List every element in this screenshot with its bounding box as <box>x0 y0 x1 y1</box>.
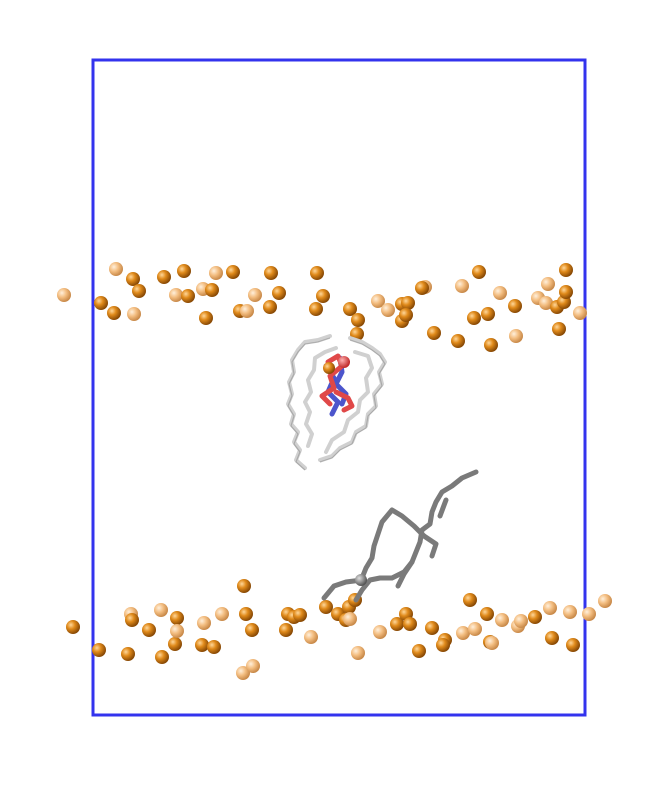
headgroup-sphere <box>205 283 219 297</box>
headgroup-sphere <box>125 613 139 627</box>
headgroup-sphere <box>559 263 573 277</box>
bound-ligand <box>319 353 355 417</box>
headgroup-sphere <box>390 617 404 631</box>
headgroup-sphere <box>245 623 259 637</box>
headgroup-sphere <box>455 279 469 293</box>
headgroup-sphere <box>343 302 357 316</box>
simulation-box <box>91 58 587 717</box>
headgroup-sphere <box>436 638 450 652</box>
headgroup-sphere <box>481 307 495 321</box>
headgroup-sphere <box>272 286 286 300</box>
headgroup-sphere <box>415 281 429 295</box>
headgroup-sphere <box>309 302 323 316</box>
headgroup-sphere <box>351 313 365 327</box>
gray-lipid-head <box>355 574 367 586</box>
headgroup-sphere <box>197 616 211 630</box>
upper-leaflet-headgroups <box>57 262 587 352</box>
headgroup-sphere <box>508 299 522 313</box>
white-lipid-shading <box>287 337 386 471</box>
headgroup-sphere <box>57 288 71 302</box>
headgroup-sphere <box>107 306 121 320</box>
gray-lipid <box>321 469 479 603</box>
headgroup-sphere <box>425 621 439 635</box>
headgroup-sphere <box>371 294 385 308</box>
headgroup-sphere <box>109 262 123 276</box>
headgroup-sphere <box>66 620 80 634</box>
headgroup-sphere <box>304 630 318 644</box>
headgroup-sphere <box>170 611 184 625</box>
headgroup-sphere <box>373 625 387 639</box>
headgroup-sphere <box>209 266 223 280</box>
headgroup-sphere <box>155 650 169 664</box>
headgroup-sphere <box>343 612 357 626</box>
headgroup-sphere <box>177 264 191 278</box>
headgroup-sphere <box>451 334 465 348</box>
headgroup-sphere <box>543 601 557 615</box>
headgroup-sphere <box>573 306 587 320</box>
headgroup-sphere <box>563 605 577 619</box>
headgroup-sphere <box>215 607 229 621</box>
headgroup-sphere <box>154 603 168 617</box>
headgroup-sphere <box>92 643 106 657</box>
headgroup-sphere <box>195 638 209 652</box>
headgroup-sphere <box>467 311 481 325</box>
headgroup-sphere <box>142 623 156 637</box>
headgroup-sphere <box>279 623 293 637</box>
headgroup-sphere <box>263 300 277 314</box>
headgroup-sphere <box>121 647 135 661</box>
headgroup-sphere <box>181 289 195 303</box>
headgroup-sphere <box>126 272 140 286</box>
lower-leaflet-headgroups <box>66 579 612 680</box>
headgroup-sphere <box>541 277 555 291</box>
headgroup-sphere <box>598 594 612 608</box>
headgroup-sphere <box>480 607 494 621</box>
headgroup-sphere <box>316 289 330 303</box>
headgroup-sphere <box>552 322 566 336</box>
headgroup-sphere <box>236 666 250 680</box>
headgroup-sphere <box>207 640 221 654</box>
headgroup-sphere <box>94 296 108 310</box>
headgroup-sphere <box>199 311 213 325</box>
headgroup-sphere <box>240 304 254 318</box>
headgroup-sphere <box>427 326 441 340</box>
headgroup-sphere <box>509 329 523 343</box>
headgroup-sphere <box>132 284 146 298</box>
headgroup-sphere <box>559 285 573 299</box>
headgroup-sphere <box>493 286 507 300</box>
headgroup-sphere <box>485 636 499 650</box>
headgroup-sphere <box>310 266 324 280</box>
headgroup-sphere <box>539 296 553 310</box>
headgroup-sphere <box>463 593 477 607</box>
headgroup-sphere <box>351 646 365 660</box>
headgroup-sphere <box>239 607 253 621</box>
headgroup-sphere <box>248 288 262 302</box>
headgroup-sphere <box>170 624 184 638</box>
headgroup-sphere <box>319 600 333 614</box>
headgroup-sphere <box>468 622 482 636</box>
headgroup-sphere <box>293 608 307 622</box>
headgroup-sphere <box>582 607 596 621</box>
headgroup-sphere <box>412 644 426 658</box>
headgroup-sphere <box>545 631 559 645</box>
headgroup-sphere <box>168 637 182 651</box>
headgroup-sphere <box>566 638 580 652</box>
headgroup-sphere <box>399 308 413 322</box>
headgroup-sphere <box>456 626 470 640</box>
headgroup-sphere <box>264 266 278 280</box>
headgroup-sphere <box>237 579 251 593</box>
headgroup-sphere <box>514 614 528 628</box>
headgroup-sphere <box>472 265 486 279</box>
headgroup-sphere <box>401 296 415 310</box>
headgroup-sphere <box>381 303 395 317</box>
headgroup-sphere <box>127 307 141 321</box>
headgroup-sphere <box>246 659 260 673</box>
headgroup-sphere <box>484 338 498 352</box>
headgroup-sphere <box>169 288 183 302</box>
headgroup-sphere <box>403 617 417 631</box>
headgroup-sphere <box>157 270 171 284</box>
headgroup-sphere <box>226 265 240 279</box>
headgroup-sphere <box>528 610 542 624</box>
headgroup-sphere <box>495 613 509 627</box>
